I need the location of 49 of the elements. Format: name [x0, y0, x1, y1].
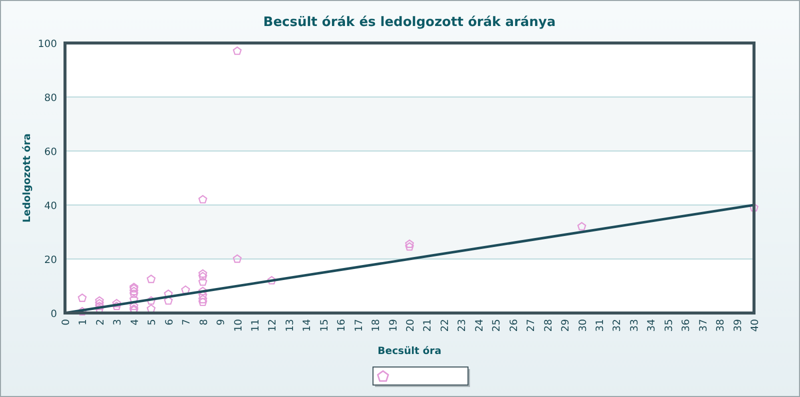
y-tick-label: 40 — [44, 201, 57, 212]
x-tick-label: 21 — [422, 319, 434, 332]
y-tick-label: 20 — [44, 255, 57, 266]
x-tick-label: 11 — [250, 319, 262, 332]
x-tick-label: 39 — [732, 319, 744, 332]
x-tick-label: 6 — [164, 319, 176, 326]
x-tick-label: 15 — [319, 319, 330, 332]
x-tick-label: 27 — [526, 319, 538, 332]
x-tick-label: 12 — [268, 319, 279, 332]
x-axis-title: Becsült óra — [378, 346, 442, 357]
x-tick-label: 10 — [233, 319, 244, 332]
x-tick-label: 4 — [130, 319, 141, 326]
x-tick-label: 30 — [578, 319, 589, 332]
x-tick-label: 8 — [198, 319, 210, 326]
x-tick-label: 33 — [629, 319, 640, 332]
x-tick-label: 3 — [112, 319, 124, 326]
x-tick-label: 18 — [371, 319, 382, 332]
y-tick-label: 80 — [44, 93, 57, 104]
x-tick-label: 24 — [474, 319, 486, 332]
x-tick-label: 25 — [492, 319, 503, 332]
x-tick-label: 0 — [61, 319, 72, 326]
x-tick-label: 17 — [354, 319, 365, 332]
y-tick-label: 60 — [44, 147, 57, 158]
x-tick-label: 7 — [182, 319, 193, 326]
chart-title: Becsült órák és ledolgozott órák aránya — [263, 15, 556, 30]
x-tick-label: 19 — [388, 319, 400, 332]
x-tick-label: 32 — [612, 319, 624, 332]
x-tick-label: 2 — [95, 319, 106, 326]
x-tick-label: 36 — [681, 319, 692, 332]
y-tick-label: 100 — [38, 39, 57, 50]
x-tick-label: 37 — [698, 319, 710, 332]
x-tick-label: 14 — [302, 319, 314, 332]
x-tick-label: 26 — [508, 319, 520, 332]
x-tick-label: 16 — [336, 319, 348, 332]
x-tick-label: 40 — [750, 319, 761, 332]
y-axis-title: Ledolgozott óra — [22, 134, 33, 222]
x-tick-label: 23 — [457, 319, 468, 332]
x-tick-label: 22 — [440, 319, 451, 332]
x-tick-label: 34 — [646, 319, 658, 332]
x-tick-label: 5 — [147, 319, 158, 326]
x-tick-label: 13 — [284, 319, 296, 332]
x-tick-label: 28 — [543, 319, 554, 332]
x-tick-label: 31 — [594, 319, 606, 332]
x-tick-label: 29 — [560, 319, 572, 332]
x-tick-label: 38 — [716, 319, 727, 332]
x-tick-label: 1 — [78, 319, 90, 326]
x-tick-label: 35 — [664, 319, 675, 332]
x-tick-label: 9 — [216, 319, 228, 326]
x-tick-label: 20 — [406, 319, 416, 332]
